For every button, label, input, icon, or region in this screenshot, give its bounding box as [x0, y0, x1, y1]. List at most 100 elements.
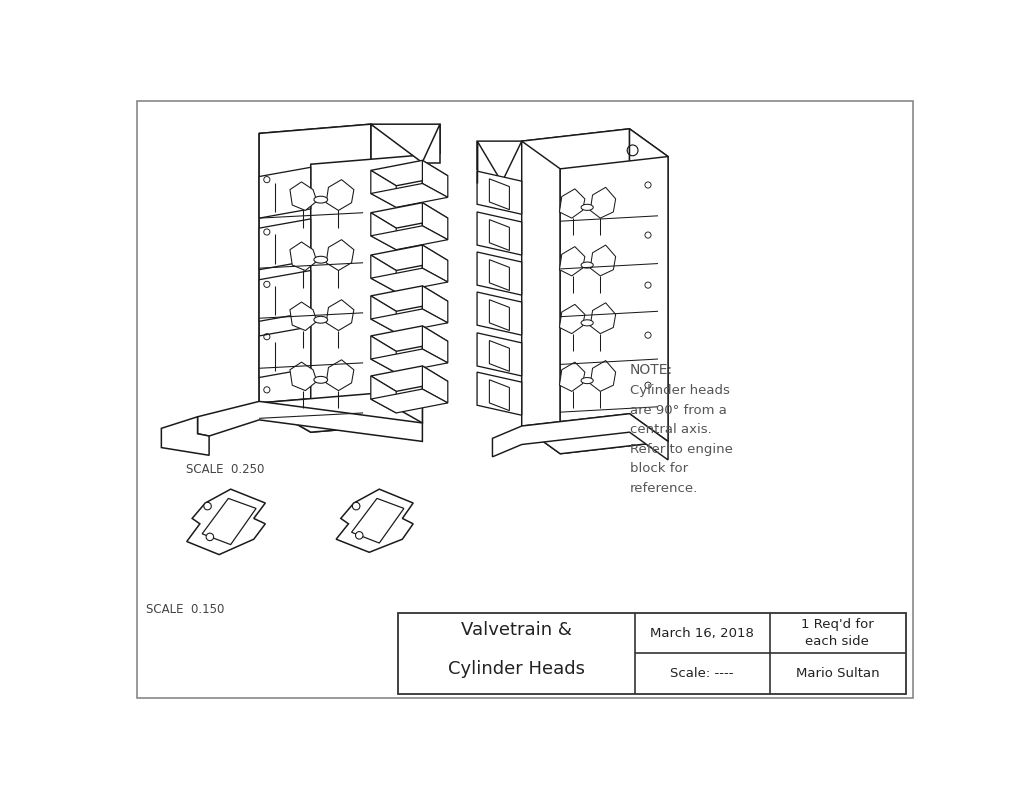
- Polygon shape: [477, 171, 521, 214]
- Polygon shape: [422, 245, 447, 282]
- Polygon shape: [397, 613, 906, 694]
- Polygon shape: [355, 532, 364, 539]
- Polygon shape: [582, 262, 593, 268]
- Polygon shape: [371, 286, 447, 312]
- Polygon shape: [259, 394, 422, 432]
- Polygon shape: [202, 498, 256, 544]
- Polygon shape: [477, 333, 521, 376]
- Polygon shape: [371, 124, 440, 163]
- Polygon shape: [314, 377, 328, 384]
- Text: NOTE:: NOTE:: [630, 363, 673, 377]
- Text: SCALE  0.250: SCALE 0.250: [186, 463, 264, 476]
- Polygon shape: [590, 187, 615, 218]
- Text: 1 Req'd for
each side: 1 Req'd for each side: [801, 618, 873, 648]
- Polygon shape: [336, 489, 413, 552]
- Polygon shape: [259, 134, 310, 432]
- Polygon shape: [371, 376, 396, 413]
- Polygon shape: [489, 380, 509, 411]
- Polygon shape: [489, 259, 509, 290]
- Polygon shape: [259, 124, 371, 403]
- Polygon shape: [371, 389, 447, 413]
- Polygon shape: [559, 189, 585, 218]
- Polygon shape: [422, 202, 447, 240]
- Text: March 16, 2018: March 16, 2018: [650, 626, 754, 640]
- Polygon shape: [259, 168, 310, 218]
- Polygon shape: [477, 141, 502, 183]
- Polygon shape: [290, 242, 316, 271]
- Polygon shape: [206, 533, 214, 541]
- Polygon shape: [521, 141, 560, 454]
- Text: Scale: ----: Scale: ----: [670, 667, 733, 679]
- Polygon shape: [559, 362, 585, 392]
- Polygon shape: [352, 502, 360, 510]
- Polygon shape: [371, 255, 396, 292]
- Polygon shape: [521, 129, 630, 426]
- Polygon shape: [290, 182, 316, 210]
- Text: Mario Sultan: Mario Sultan: [796, 667, 880, 679]
- Polygon shape: [371, 213, 396, 250]
- Polygon shape: [422, 161, 447, 197]
- Polygon shape: [186, 489, 265, 554]
- Polygon shape: [371, 161, 447, 186]
- Polygon shape: [559, 247, 585, 276]
- Polygon shape: [314, 256, 328, 263]
- Polygon shape: [351, 498, 403, 543]
- Polygon shape: [477, 141, 521, 183]
- Polygon shape: [590, 303, 615, 334]
- Polygon shape: [422, 286, 447, 323]
- Text: Cylinder heads
are 90° from a
central axis.
Refer to engine
block for
reference.: Cylinder heads are 90° from a central ax…: [630, 384, 732, 495]
- Polygon shape: [314, 316, 328, 324]
- Polygon shape: [477, 212, 521, 255]
- Polygon shape: [422, 124, 440, 163]
- Polygon shape: [326, 240, 354, 271]
- Polygon shape: [477, 372, 521, 415]
- Polygon shape: [259, 271, 310, 321]
- Polygon shape: [371, 225, 447, 250]
- Polygon shape: [162, 417, 209, 456]
- Polygon shape: [521, 414, 668, 454]
- Polygon shape: [314, 196, 328, 203]
- Polygon shape: [559, 305, 585, 334]
- Polygon shape: [489, 179, 509, 210]
- Polygon shape: [489, 300, 509, 331]
- Text: Valvetrain &: Valvetrain &: [461, 621, 571, 639]
- Polygon shape: [371, 336, 396, 373]
- Polygon shape: [489, 220, 509, 251]
- Polygon shape: [371, 326, 447, 351]
- Polygon shape: [310, 155, 422, 432]
- Polygon shape: [422, 366, 447, 403]
- Polygon shape: [560, 157, 668, 454]
- Polygon shape: [371, 202, 447, 228]
- Polygon shape: [204, 502, 211, 510]
- Polygon shape: [371, 170, 396, 207]
- Polygon shape: [326, 360, 354, 391]
- Polygon shape: [489, 341, 509, 371]
- Polygon shape: [582, 320, 593, 326]
- Polygon shape: [259, 124, 422, 165]
- Polygon shape: [371, 124, 422, 423]
- Polygon shape: [290, 302, 316, 331]
- Polygon shape: [137, 101, 912, 698]
- Polygon shape: [590, 245, 615, 276]
- Polygon shape: [259, 327, 310, 377]
- Polygon shape: [477, 252, 521, 295]
- Polygon shape: [198, 401, 422, 441]
- Polygon shape: [371, 245, 447, 271]
- Polygon shape: [590, 361, 615, 392]
- Text: Cylinder Heads: Cylinder Heads: [447, 660, 585, 678]
- Polygon shape: [371, 309, 447, 333]
- Polygon shape: [371, 366, 447, 392]
- Polygon shape: [371, 268, 447, 292]
- Polygon shape: [326, 180, 354, 210]
- Polygon shape: [371, 184, 447, 207]
- Polygon shape: [630, 129, 668, 441]
- Polygon shape: [521, 129, 668, 168]
- Polygon shape: [422, 326, 447, 363]
- Polygon shape: [582, 204, 593, 210]
- Polygon shape: [493, 414, 668, 460]
- Polygon shape: [259, 219, 310, 270]
- Text: SCALE  0.150: SCALE 0.150: [146, 603, 224, 616]
- Polygon shape: [582, 377, 593, 384]
- Polygon shape: [477, 292, 521, 335]
- Polygon shape: [371, 296, 396, 333]
